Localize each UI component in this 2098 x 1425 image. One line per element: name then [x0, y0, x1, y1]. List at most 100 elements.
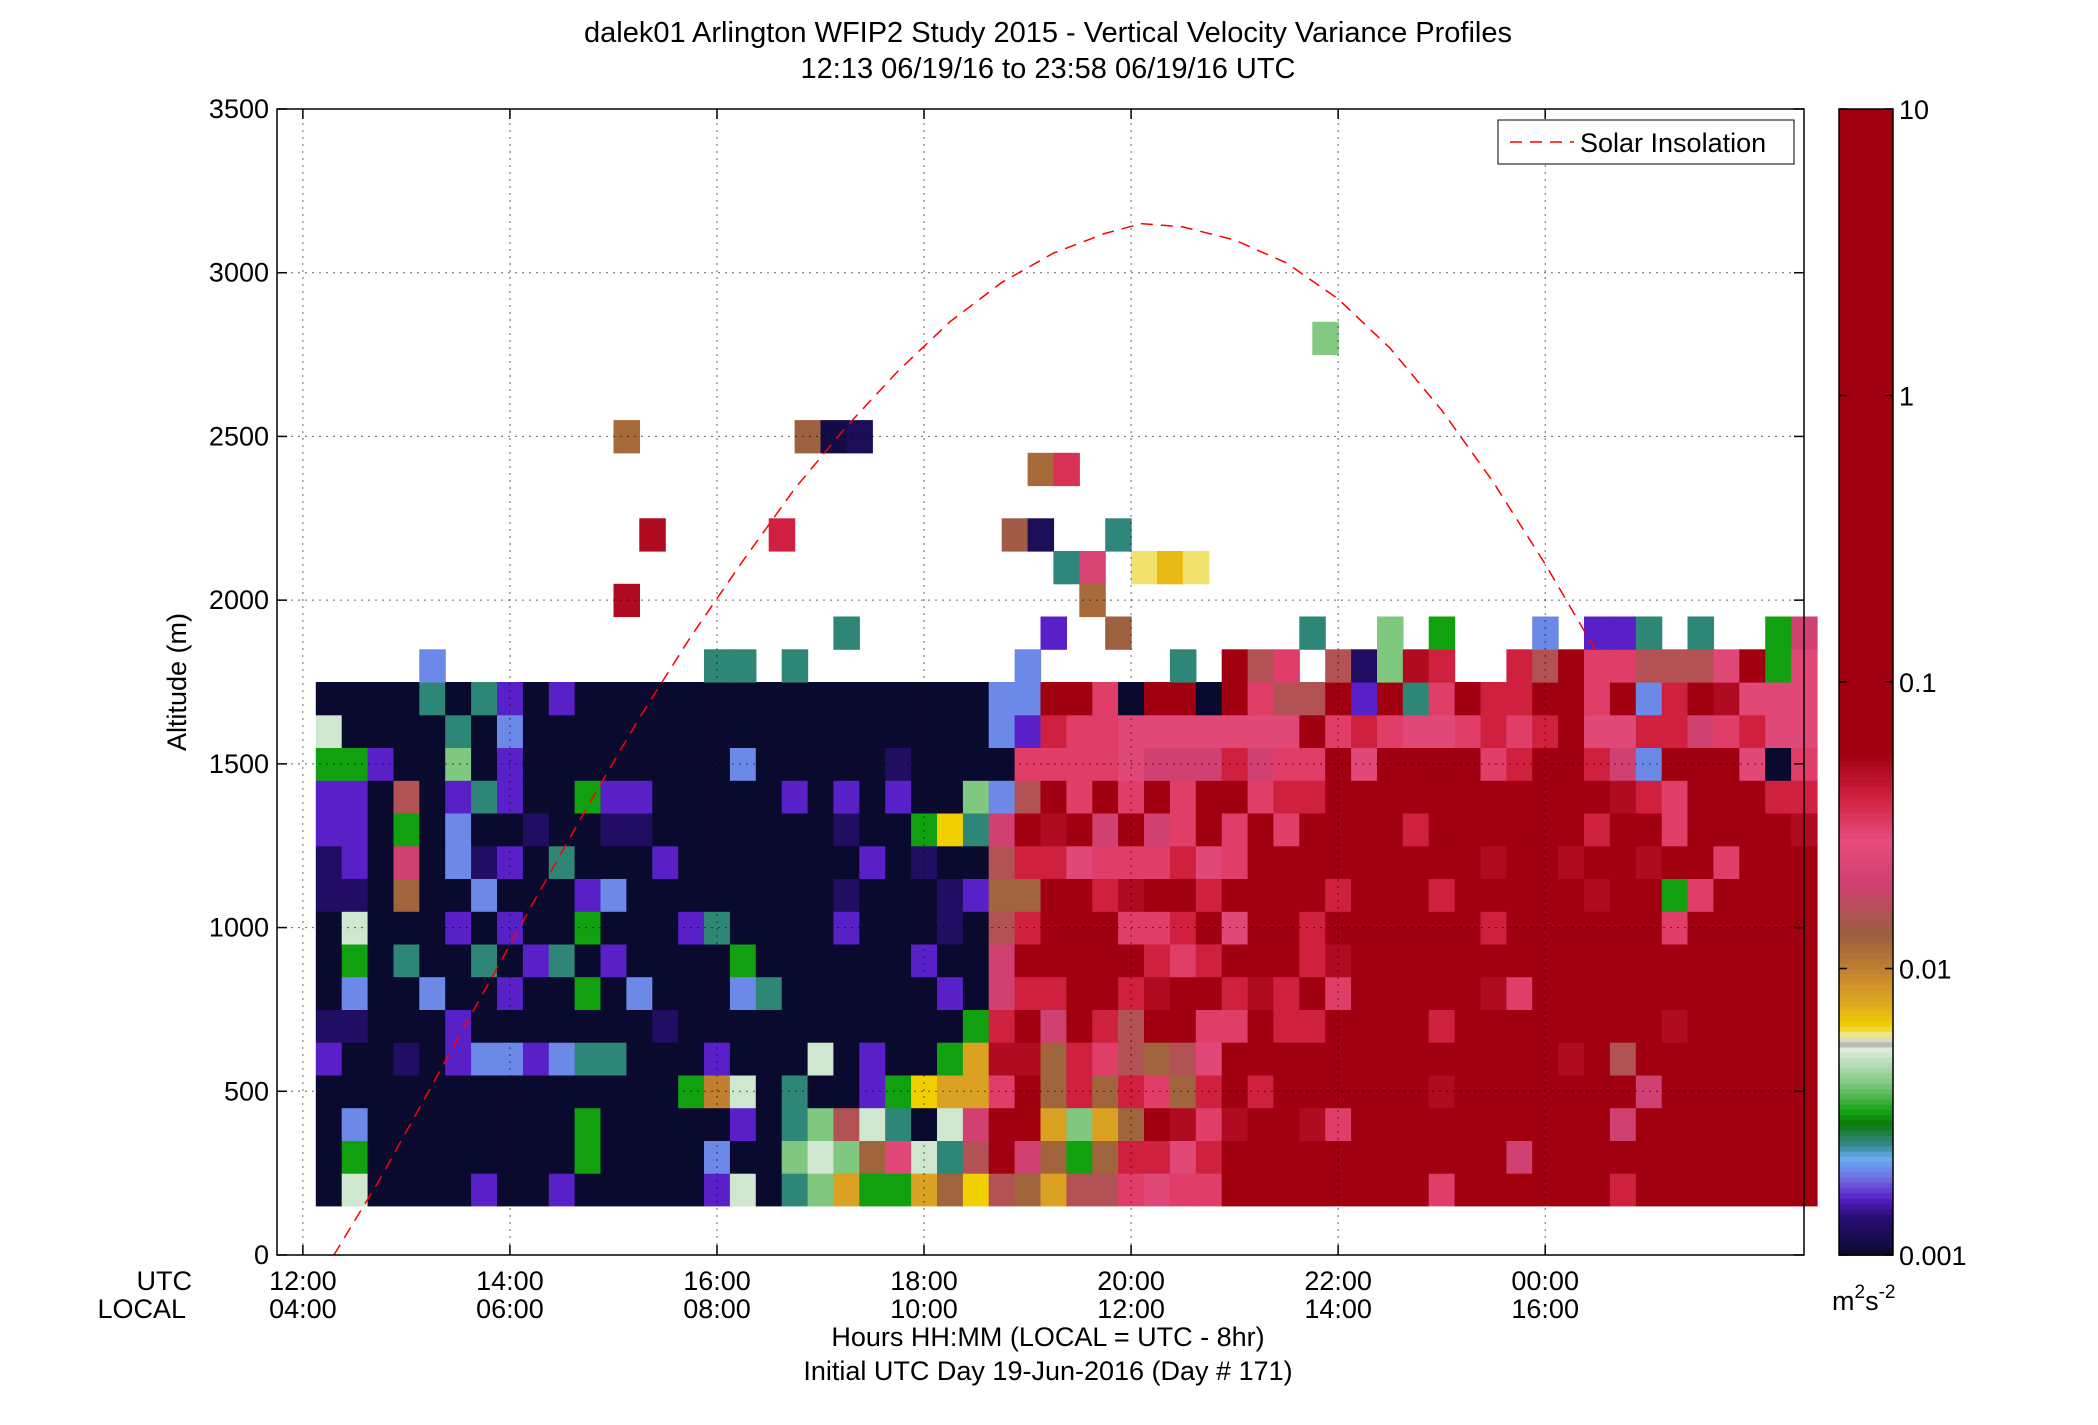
heatmap-cell — [729, 747, 757, 781]
heatmap-cell — [626, 1173, 653, 1207]
heatmap-cell — [1040, 682, 1067, 716]
row-label-utc: UTC — [137, 1266, 193, 1296]
heatmap-cell — [1687, 976, 1714, 1010]
heatmap-cell — [1713, 1173, 1740, 1207]
heatmap-cell — [1635, 976, 1663, 1010]
heatmap-cell — [1131, 551, 1158, 585]
heatmap-cell — [1584, 1074, 1611, 1109]
colorbar-segment — [1839, 702, 1893, 709]
heatmap-cell — [1480, 1042, 1507, 1076]
heatmap-cell — [471, 878, 498, 912]
heatmap-cell — [600, 1042, 627, 1076]
heatmap-cell — [1402, 1140, 1430, 1174]
heatmap-cell — [988, 1009, 1016, 1043]
heatmap-cell — [1687, 845, 1714, 879]
heatmap-cell — [1558, 845, 1585, 879]
colorbar-segment — [1839, 385, 1893, 392]
x-axis-sublabel: Initial UTC Day 19-Jun-2016 (Day # 171) — [803, 1356, 1292, 1386]
heatmap-cell — [1247, 1173, 1275, 1207]
heatmap-cell — [1506, 845, 1533, 879]
heatmap-cell — [678, 780, 705, 814]
heatmap-cell — [988, 878, 1016, 912]
colorbar-segment — [1839, 426, 1893, 433]
colorbar-segment — [1839, 1041, 1893, 1048]
heatmap-cell — [574, 878, 602, 912]
heatmap-cell — [1428, 1107, 1456, 1141]
colorbar-segment — [1839, 473, 1893, 480]
heatmap-cell — [833, 1042, 860, 1076]
colorbar-segment — [1839, 682, 1893, 689]
heatmap-cell — [1454, 813, 1482, 847]
heatmap-cell — [393, 1042, 420, 1076]
heatmap-cell — [1454, 943, 1482, 978]
heatmap-cell — [393, 943, 420, 978]
heatmap-cell — [1092, 845, 1119, 879]
heatmap-cell — [1377, 1140, 1404, 1174]
heatmap-cell — [522, 943, 550, 978]
colorbar-segment — [1839, 416, 1893, 423]
heatmap-cell — [600, 813, 627, 847]
row-label-local: LOCAL — [97, 1294, 186, 1324]
heatmap-cell — [781, 943, 809, 978]
heatmap-cell — [1402, 682, 1430, 716]
y-tick-label: 3000 — [209, 258, 269, 288]
heatmap-cell — [781, 976, 809, 1010]
heatmap-cell — [1739, 976, 1766, 1010]
heatmap-cell — [393, 1173, 420, 1207]
heatmap-cell — [1195, 1107, 1223, 1141]
heatmap-cell — [833, 1009, 860, 1043]
heatmap-cell — [807, 682, 835, 716]
colorbar-segment — [1839, 109, 1893, 116]
heatmap-cell — [574, 813, 602, 847]
heatmap-cell — [1066, 845, 1093, 879]
colorbar-segment — [1839, 1062, 1893, 1069]
heatmap-cell — [1739, 813, 1766, 847]
heatmap-cell — [962, 714, 990, 748]
colorbar-segment — [1839, 145, 1893, 152]
heatmap-cell — [1506, 813, 1533, 847]
heatmap-cell — [1351, 943, 1378, 978]
heatmap-cell — [445, 1173, 472, 1207]
heatmap-cell — [1661, 1042, 1689, 1076]
heatmap-cell — [807, 1173, 835, 1207]
heatmap-cell — [315, 682, 343, 716]
heatmap-cell — [962, 976, 990, 1010]
colorbar-segment — [1839, 796, 1893, 803]
heatmap-cell — [1221, 1042, 1249, 1076]
heatmap-cell — [393, 1140, 420, 1174]
colorbar-segment — [1839, 1098, 1893, 1105]
colorbar-segment — [1839, 1249, 1893, 1256]
colorbar-segment — [1839, 900, 1893, 907]
heatmap-cell — [1765, 1042, 1792, 1076]
heatmap-cell — [1144, 1173, 1171, 1207]
heatmap-cell — [781, 1140, 809, 1174]
heatmap-cell — [1377, 813, 1404, 847]
heatmap-cell — [548, 1009, 576, 1043]
heatmap-cell — [1687, 813, 1714, 847]
heatmap-cell — [1377, 1009, 1404, 1043]
heatmap-cell — [729, 1107, 757, 1141]
heatmap-cell — [600, 1009, 627, 1043]
heatmap-cell — [1144, 682, 1171, 716]
heatmap-cell — [522, 878, 550, 912]
colorbar-segment — [1839, 317, 1893, 324]
heatmap-cell — [626, 682, 653, 716]
heatmap-cell — [1325, 714, 1352, 748]
heatmap-cell — [497, 813, 524, 847]
heatmap-cell — [1402, 1107, 1430, 1141]
heatmap-cell — [1377, 649, 1404, 683]
colorbar-segment — [1839, 624, 1893, 631]
heatmap-cell — [1558, 1107, 1585, 1141]
heatmap-cell — [1480, 682, 1507, 716]
heatmap-cell — [1687, 943, 1714, 978]
colorbar-segment — [1839, 551, 1893, 558]
heatmap-cell — [497, 714, 524, 748]
heatmap-cell — [1584, 1140, 1611, 1174]
heatmap-cell — [393, 682, 420, 716]
heatmap-cell — [471, 976, 498, 1010]
heatmap-cell — [315, 878, 343, 912]
colorbar-segment — [1839, 1197, 1893, 1204]
colorbar-segment — [1839, 692, 1893, 699]
heatmap-cell — [600, 943, 627, 978]
heatmap-cell — [937, 1140, 964, 1174]
